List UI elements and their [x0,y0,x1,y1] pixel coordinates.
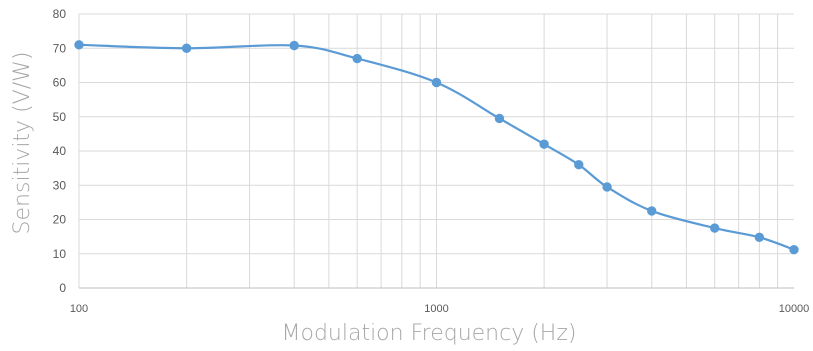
data-point [789,244,799,255]
data-point [602,182,612,192]
data-point [539,139,549,149]
y-tick-label: 70 [53,41,67,55]
data-point [574,160,584,170]
data-point [647,206,657,216]
data-point [181,43,192,53]
gridlines [78,13,794,288]
tick-labels: 0 10 20 30 40 50 60 70 80 100 1000 10000 [53,7,810,315]
y-tick-label: 20 [53,213,67,227]
y-tick-label: 0 [59,281,66,295]
data-point [74,40,84,50]
series-layer [74,40,799,255]
x-tick-label: 100 [70,303,88,315]
data-point [754,232,765,243]
x-axis-title: Modulation Frequency (Hz) [282,321,577,346]
data-point [709,223,720,233]
data-point [289,40,299,51]
data-point [494,113,505,124]
data-point [431,77,442,88]
y-tick-label: 10 [53,247,67,261]
y-tick-label: 40 [53,144,67,158]
x-tick-label: 10000 [779,303,810,315]
y-tick-label: 60 [53,76,67,90]
x-tick-label: 1000 [424,303,448,315]
series-line [78,43,795,251]
y-tick-label: 50 [53,110,67,124]
data-point [352,53,362,64]
y-tick-label: 80 [53,7,67,21]
y-axis-title: Sensitivity (V/W) [10,52,35,235]
y-tick-label: 30 [53,178,67,192]
